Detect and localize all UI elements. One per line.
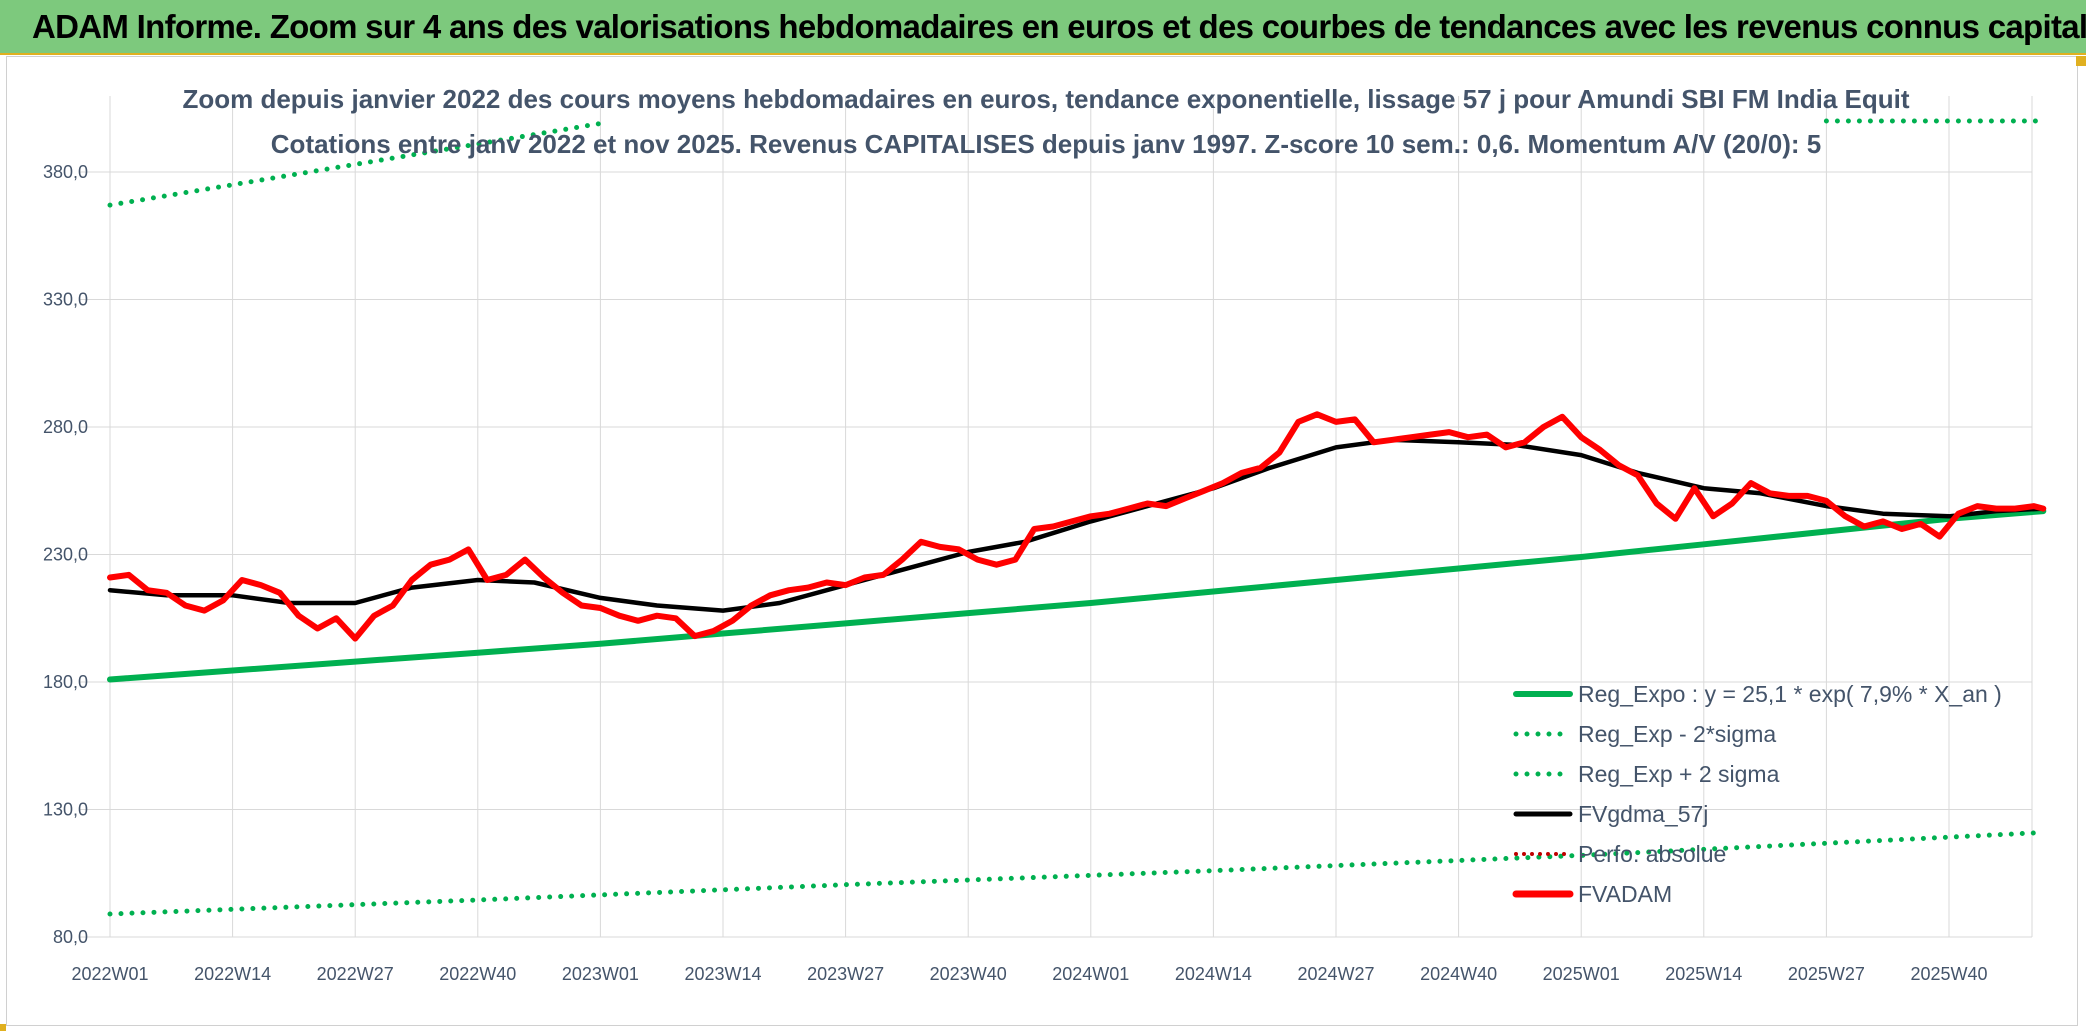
x-tick-label: 2023W27 [807,964,884,984]
y-tick-label: 380,0 [43,162,88,182]
x-tick-label: 2022W01 [71,964,148,984]
x-tick-label: 2025W27 [1788,964,1865,984]
y-tick-label: 280,0 [43,417,88,437]
legend-label: Perfo. absolue [1578,841,1726,867]
x-tick-label: 2025W01 [1543,964,1620,984]
series-line-fvadam [107,411,2047,642]
series-line-reg-expo-y-25-1-exp-7-9-x-an [107,508,2047,683]
x-tick-label: 2024W40 [1420,964,1497,984]
grid [80,96,2033,938]
chart-title-line-1: Zoom depuis janvier 2022 des cours moyen… [182,84,1909,114]
y-tick-label: 130,0 [43,800,88,820]
legend-label: Reg_Exp + 2 sigma [1578,761,1780,787]
chart-title-line-2: Cotations entre janv 2022 et nov 2025. R… [271,129,1821,159]
frame-corner-marker [2076,56,2086,66]
series-group [107,118,2047,917]
x-tick-label: 2025W40 [1910,964,1987,984]
banner-title: ADAM Informe. Zoom sur 4 ans des valoris… [32,8,2086,45]
x-tick-label: 2023W14 [684,964,761,984]
x-tick-label: 2024W01 [1052,964,1129,984]
legend-label: Reg_Exp - 2*sigma [1578,721,1776,747]
x-tick-label: 2022W40 [439,964,516,984]
x-tick-label: 2024W14 [1175,964,1252,984]
series-line-fvgdma-57j [107,437,2046,613]
frame-corner-marker [0,1024,6,1031]
x-tick-label: 2022W14 [194,964,271,984]
legend-label: Reg_Expo : y = 25,1 * exp( 7,9% * X_an ) [1578,681,2002,707]
x-tick-label: 2023W01 [562,964,639,984]
x-tick-label: 2024W27 [1297,964,1374,984]
banner: ADAM Informe. Zoom sur 4 ans des valoris… [0,0,2086,55]
series-line-reg-exp-2-sigma [107,830,2046,917]
y-tick-label: 180,0 [43,672,88,692]
legend: Reg_Expo : y = 25,1 * exp( 7,9% * X_an )… [1512,681,2002,907]
x-tick-label: 2025W14 [1665,964,1742,984]
y-axis: 80,0 130,0 180,0 230,0 280,0 330,0 380,0 [43,162,88,947]
y-tick-label: 80,0 [53,927,88,947]
x-axis: 2022W01 2022W14 2022W27 2022W40 2023W01 2023W… [71,964,1987,984]
y-tick-label: 330,0 [43,290,88,310]
legend-label: FVgdma_57j [1578,801,1708,827]
legend-label: FVADAM [1578,881,1672,907]
x-tick-label: 2023W40 [930,964,1007,984]
y-tick-label: 230,0 [43,545,88,565]
x-tick-label: 2022W27 [317,964,394,984]
